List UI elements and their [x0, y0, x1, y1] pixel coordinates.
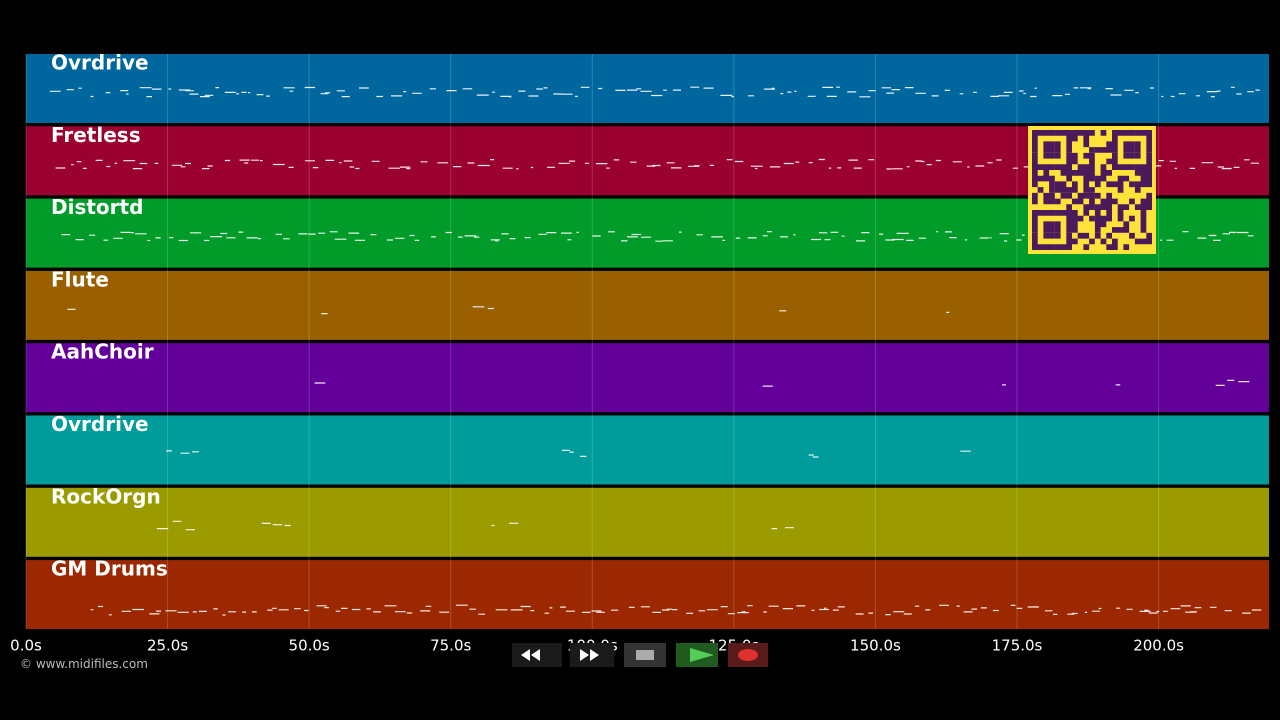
- rewind-button[interactable]: [512, 643, 562, 667]
- grid: [25, 54, 1160, 630]
- tick-label: 50.0s: [289, 637, 330, 655]
- tick-label: 150.0s: [850, 637, 901, 655]
- track-name: Ovrdrive: [51, 51, 149, 75]
- note-lines: [314, 379, 1250, 387]
- track-name: Distortd: [51, 195, 143, 219]
- track-name: AahChoir: [51, 340, 154, 364]
- note-lines: [90, 604, 1262, 616]
- tick-label: 75.0s: [430, 637, 471, 655]
- fast-forward-button[interactable]: [570, 643, 614, 667]
- credit: © www.midifiles.com: [20, 657, 148, 671]
- tick-label: 200.0s: [1133, 637, 1184, 655]
- note-lines: [166, 449, 971, 458]
- tick-label: 25.0s: [147, 637, 188, 655]
- track-name: RockOrgn: [51, 484, 161, 508]
- track-name: Ovrdrive: [51, 412, 149, 436]
- transport-controls: [512, 643, 768, 667]
- track-band: [26, 560, 1269, 630]
- qr-modules: [1032, 130, 1153, 251]
- qr-code: [1028, 126, 1156, 254]
- tick-label: 0.0s: [10, 637, 42, 655]
- track-name: Flute: [51, 267, 109, 291]
- track-band: [26, 54, 1269, 123]
- tick-label: 175.0s: [992, 637, 1043, 655]
- play-button[interactable]: [676, 643, 718, 667]
- track-band: [26, 487, 1269, 557]
- note-lines: [49, 86, 1260, 98]
- track-band: [26, 270, 1269, 340]
- record-button[interactable]: [728, 643, 768, 667]
- track-band: [26, 415, 1269, 485]
- track-band: [26, 343, 1269, 413]
- track-name: Fretless: [51, 123, 141, 147]
- note-lines: [67, 306, 950, 315]
- stop-button[interactable]: [624, 643, 666, 667]
- note-lines: [156, 520, 794, 531]
- track-name: GM Drums: [51, 557, 168, 581]
